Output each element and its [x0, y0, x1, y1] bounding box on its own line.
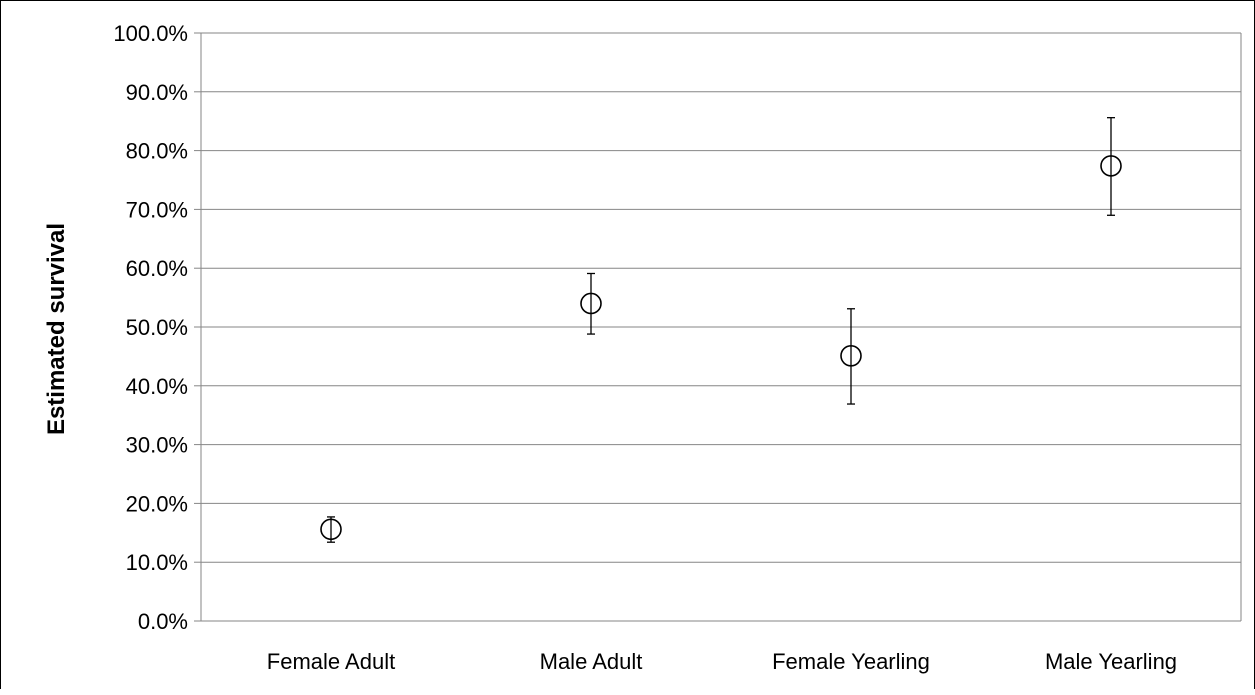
data-points	[320, 155, 1122, 541]
y-tick-label: 40.0%	[126, 374, 188, 399]
data-point	[320, 518, 342, 541]
x-tick-label: Male Adult	[540, 649, 643, 674]
axes	[194, 32, 1242, 622]
y-tick-label: 70.0%	[126, 197, 188, 222]
error-bar	[847, 308, 855, 405]
y-tick-label: 80.0%	[126, 139, 188, 164]
x-tick-labels: Female Adult Male Adult Female Yearling Mal…	[267, 649, 1177, 674]
x-tick-label: Female Yearling	[772, 649, 930, 674]
y-tick-label: 90.0%	[126, 80, 188, 105]
y-tick-label: 0.0%	[138, 609, 188, 634]
y-tick-label: 100.0%	[113, 21, 188, 46]
y-tick-label: 20.0%	[126, 491, 188, 516]
error-bar	[327, 516, 335, 543]
error-bar	[587, 272, 595, 335]
x-tick-label: Male Yearling	[1045, 649, 1177, 674]
y-tick-label: 30.0%	[126, 433, 188, 458]
y-tick-label: 60.0%	[126, 256, 188, 281]
gridlines	[201, 32, 1241, 563]
x-tick-label: Female Adult	[267, 649, 395, 674]
y-tick-labels: 0.0% 10.0% 20.0% 30.0% 40.0% 50.0% 60.0% 70.0% 8…	[113, 21, 188, 634]
data-point	[1100, 155, 1122, 177]
error-bars	[327, 117, 1115, 543]
data-point	[840, 345, 862, 367]
data-point	[580, 292, 602, 315]
y-tick-label: 50.0%	[126, 315, 188, 340]
error-bar	[1107, 117, 1115, 216]
y-axis-title: Estimated survival	[43, 223, 70, 435]
y-tick-label: 10.0%	[126, 550, 188, 575]
